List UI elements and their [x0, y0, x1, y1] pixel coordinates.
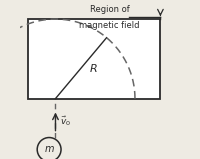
Text: m: m [44, 145, 54, 154]
Text: magnetic field: magnetic field [79, 21, 140, 30]
Bar [28, 19, 160, 99]
Text: R: R [89, 64, 97, 74]
Text: $\vec{v}_0$: $\vec{v}_0$ [60, 115, 71, 128]
Text: Region of: Region of [90, 5, 129, 14]
